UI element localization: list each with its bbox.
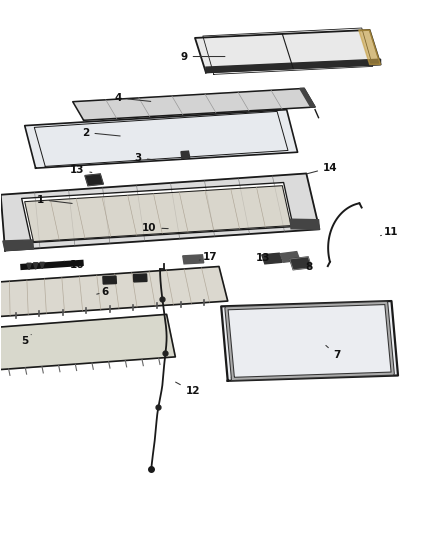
Polygon shape xyxy=(195,30,381,72)
Polygon shape xyxy=(85,174,103,185)
Polygon shape xyxy=(0,314,175,370)
Text: 12: 12 xyxy=(176,382,200,397)
Text: 3: 3 xyxy=(134,153,155,163)
Polygon shape xyxy=(25,185,291,241)
Polygon shape xyxy=(359,30,381,64)
Polygon shape xyxy=(25,110,297,168)
Text: 7: 7 xyxy=(326,345,341,360)
Polygon shape xyxy=(134,274,147,282)
Text: 13: 13 xyxy=(70,165,92,175)
Text: 4: 4 xyxy=(115,93,151,103)
Text: 8: 8 xyxy=(300,262,312,271)
Text: 14: 14 xyxy=(307,163,338,174)
Polygon shape xyxy=(181,151,190,159)
Text: 13: 13 xyxy=(255,253,278,263)
Polygon shape xyxy=(183,255,204,264)
Polygon shape xyxy=(3,240,33,251)
Text: 6: 6 xyxy=(97,287,109,297)
Polygon shape xyxy=(221,301,398,381)
Polygon shape xyxy=(300,88,315,107)
Text: 11: 11 xyxy=(381,227,399,237)
Text: 9: 9 xyxy=(180,52,225,61)
Polygon shape xyxy=(33,263,38,269)
Polygon shape xyxy=(290,257,311,270)
Polygon shape xyxy=(40,262,44,269)
Polygon shape xyxy=(73,88,315,120)
Text: 16: 16 xyxy=(64,260,85,270)
Polygon shape xyxy=(206,59,381,72)
Polygon shape xyxy=(290,219,319,229)
Polygon shape xyxy=(1,173,319,251)
Text: 1: 1 xyxy=(36,195,72,205)
Text: 10: 10 xyxy=(142,223,168,233)
Polygon shape xyxy=(262,253,283,264)
Polygon shape xyxy=(280,252,300,262)
Polygon shape xyxy=(103,276,117,284)
Text: 5: 5 xyxy=(21,335,31,346)
Text: 2: 2 xyxy=(82,127,120,138)
Polygon shape xyxy=(27,263,31,270)
Text: 17: 17 xyxy=(199,252,218,262)
Polygon shape xyxy=(0,266,228,317)
Polygon shape xyxy=(21,182,293,243)
